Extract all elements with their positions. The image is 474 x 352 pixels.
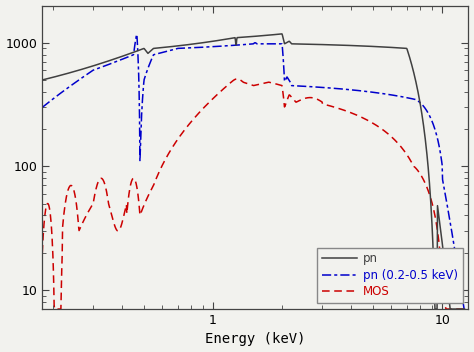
pn (0.2-0.5 keV) [330,86,336,90]
MOS [83,214,89,219]
MOS [377,126,383,130]
pn (0.2-0.5 keV) [461,307,467,311]
pn (0.2-0.5 keV) [369,90,375,94]
MOS [234,77,240,81]
MOS [462,307,467,311]
pn [377,45,383,49]
pn [210,39,216,43]
pn (0.2-0.5 keV) [210,44,216,49]
pn (0.2-0.5 keV) [377,91,383,95]
MOS [52,307,57,311]
pn [330,43,336,47]
pn (0.2-0.5 keV) [134,32,139,37]
Line: MOS: MOS [42,79,465,309]
pn [39,78,45,82]
pn [369,44,375,49]
pn [432,307,438,311]
MOS [39,251,45,255]
pn [226,37,231,41]
Legend: pn, pn (0.2-0.5 keV), MOS: pn, pn (0.2-0.5 keV), MOS [317,247,463,303]
pn [462,307,467,311]
Line: pn: pn [42,34,465,309]
pn (0.2-0.5 keV) [462,307,467,311]
MOS [330,105,336,109]
Line: pn (0.2-0.5 keV): pn (0.2-0.5 keV) [42,34,465,309]
MOS [210,96,216,100]
pn [279,32,285,36]
X-axis label: Energy (keV): Energy (keV) [205,332,306,346]
MOS [226,82,231,86]
MOS [370,121,375,125]
pn (0.2-0.5 keV) [82,73,88,77]
pn [82,66,88,70]
pn (0.2-0.5 keV) [226,44,231,48]
pn (0.2-0.5 keV) [39,105,45,109]
